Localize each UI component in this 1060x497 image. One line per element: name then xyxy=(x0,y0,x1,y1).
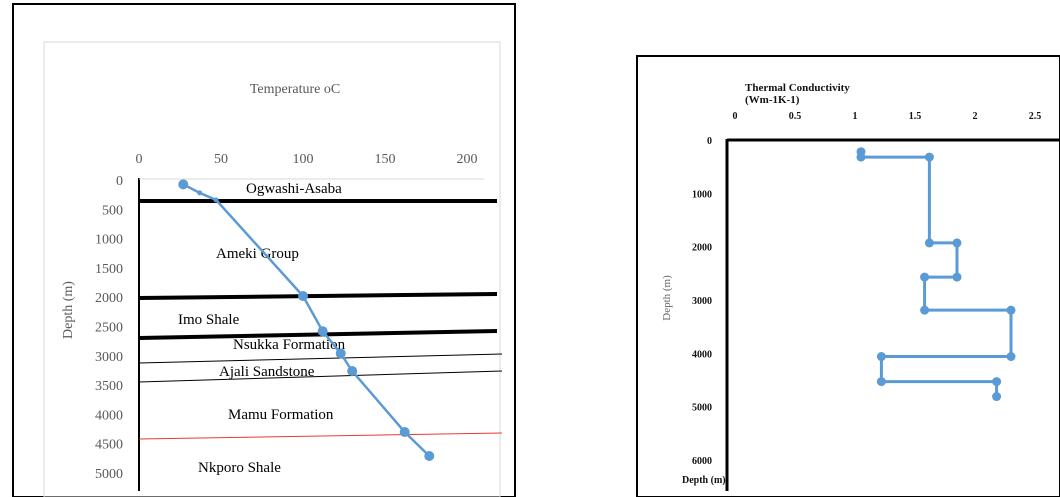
formation-ogwashi-asaba: Ogwashi-Asaba xyxy=(246,181,342,197)
temperature-point xyxy=(335,348,346,359)
temperature-x-tick-label: 100 xyxy=(293,152,314,167)
conductivity-x-ticks: 0 0.5 1 1.5 2 2.5 xyxy=(733,111,1042,122)
conductivity-y-ticks: 0 1000 2000 3000 4000 5000 6000 xyxy=(692,136,712,467)
conductivity-bottom-depth-label: Depth (m) xyxy=(682,475,726,486)
conductivity-title-line2: (Wm-1K-1) xyxy=(745,94,800,106)
conductivity-point xyxy=(920,272,930,282)
boundary-ameki-imo xyxy=(138,292,498,300)
conductivity-y-tick-label: 2000 xyxy=(692,243,712,254)
temperature-y-tick-label: 5000 xyxy=(95,467,123,482)
boundary-ajali-mamu xyxy=(138,370,503,383)
boundary-mamu-nkporo xyxy=(138,432,503,440)
temperature-point xyxy=(317,326,328,337)
formation-imo-shale: Imo Shale xyxy=(178,312,240,328)
conductivity-point xyxy=(876,352,886,362)
conductivity-point xyxy=(876,377,886,387)
conductivity-y-tick-label: 3000 xyxy=(692,296,712,307)
temperature-plot-area xyxy=(43,41,501,497)
temperature-y-tick-label: 3500 xyxy=(95,379,123,394)
conductivity-point xyxy=(924,152,934,162)
conductivity-y-tick-label: 6000 xyxy=(692,456,712,467)
conductivity-title-line1: Thermal Conductivity xyxy=(745,82,850,94)
temperature-x-tick-label: 200 xyxy=(457,152,478,167)
temperature-x-ticks: 0 50 100 150 200 xyxy=(136,152,478,167)
formation-ameki-group: Ameki Group xyxy=(216,246,299,262)
temperature-point xyxy=(399,426,410,437)
conductivity-point xyxy=(992,392,1002,402)
temperature-point xyxy=(213,197,219,203)
conductivity-x-tick-label: 0 xyxy=(733,111,738,122)
temperature-series xyxy=(178,179,435,462)
temperature-y-tick-label: 500 xyxy=(102,203,123,218)
temperature-y-tick-label: 1500 xyxy=(95,262,123,277)
conductivity-y-tick-label: 4000 xyxy=(692,349,712,360)
temperature-chart-title: Temperature oC xyxy=(250,82,340,97)
conductivity-y-tick-label: 1000 xyxy=(692,189,712,200)
conductivity-x-tick-label: 0.5 xyxy=(789,111,802,122)
conductivity-point xyxy=(920,305,930,315)
conductivity-point xyxy=(856,152,866,162)
boundary-imo-nsukka xyxy=(138,329,498,340)
conductivity-series xyxy=(856,147,1016,402)
conductivity-x-tick-label: 1.5 xyxy=(909,111,922,122)
temperature-y-ticks: 0 500 1000 1500 2000 2500 3000 3500 4000 4500 5000 xyxy=(95,174,123,482)
temperature-y-tick-label: 2000 xyxy=(95,291,123,306)
temperature-y-tick-label: 4000 xyxy=(95,408,123,423)
conductivity-point xyxy=(952,238,962,248)
temperature-point xyxy=(298,291,308,302)
temperature-point xyxy=(197,190,203,196)
temperature-x-tick-label: 150 xyxy=(375,152,396,167)
conductivity-panel-border xyxy=(636,55,1060,497)
temperature-x-tick-label: 50 xyxy=(214,152,228,167)
conductivity-point xyxy=(1006,305,1016,315)
conductivity-y-axis-label: Depth (m) xyxy=(661,275,673,321)
conductivity-y-tick-label: 0 xyxy=(707,136,712,147)
temperature-y-axis-label: Depth (m) xyxy=(61,281,76,339)
conductivity-y-tick-label: 5000 xyxy=(692,403,712,414)
temperature-point xyxy=(347,366,358,377)
temperature-y-tick-label: 3000 xyxy=(95,350,123,365)
conductivity-x-tick-label: 2 xyxy=(973,111,978,122)
conductivity-x-tick-label: 2.5 xyxy=(1029,111,1042,122)
temperature-x-tick-label: 0 xyxy=(136,152,143,167)
conductivity-x-tick-label: 1 xyxy=(853,111,858,122)
temperature-y-tick-label: 1000 xyxy=(95,233,123,248)
conductivity-point xyxy=(924,238,934,248)
formation-nsukka-formation: Nsukka Formation xyxy=(233,337,346,353)
formation-nkporo-shale: Nkporo Shale xyxy=(198,460,281,476)
temperature-y-tick-label: 4500 xyxy=(95,438,123,453)
temperature-y-tick-label: 2500 xyxy=(95,321,123,336)
conductivity-point xyxy=(1006,352,1016,362)
temperature-panel-border xyxy=(12,3,516,497)
formation-ajali-sandstone: Ajali Sandstone xyxy=(219,364,315,380)
conductivity-point xyxy=(952,272,962,282)
temperature-y-tick-label: 0 xyxy=(116,174,123,189)
formation-mamu-formation: Mamu Formation xyxy=(228,407,334,423)
temperature-point xyxy=(178,179,189,190)
conductivity-point xyxy=(992,377,1002,387)
temperature-point xyxy=(424,451,435,462)
boundary-nsukka-ajali xyxy=(138,353,503,364)
